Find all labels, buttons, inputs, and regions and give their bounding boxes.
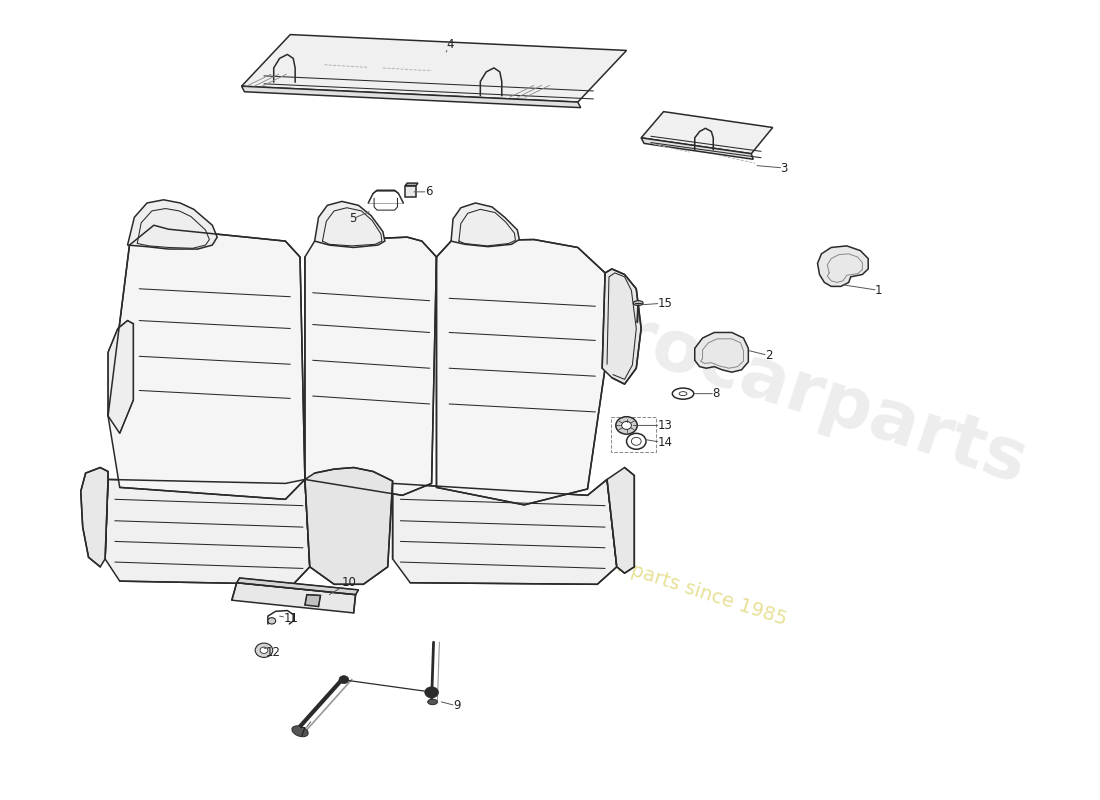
Text: a passion for parts since 1985: a passion for parts since 1985 [503,520,789,630]
Polygon shape [393,479,617,584]
Polygon shape [80,467,108,567]
Polygon shape [305,594,320,606]
Circle shape [260,647,268,654]
Polygon shape [405,183,418,186]
Circle shape [425,686,439,698]
Text: eurocarparts: eurocarparts [514,270,1036,498]
Circle shape [621,422,631,430]
Polygon shape [602,269,641,384]
Circle shape [255,643,273,658]
Text: 11: 11 [279,612,298,625]
Circle shape [627,434,646,450]
Polygon shape [451,203,519,246]
Polygon shape [242,34,627,102]
Ellipse shape [634,301,643,306]
Circle shape [616,417,637,434]
Text: 6: 6 [414,186,432,198]
Polygon shape [232,582,355,613]
Polygon shape [236,578,359,594]
Ellipse shape [672,388,694,399]
Text: 7: 7 [299,722,311,738]
Circle shape [268,618,276,624]
Polygon shape [242,86,581,108]
Circle shape [339,676,349,684]
Ellipse shape [679,392,686,396]
Text: 8: 8 [695,387,719,400]
Text: 14: 14 [646,436,673,450]
Ellipse shape [292,726,308,737]
Text: 15: 15 [644,297,672,310]
Polygon shape [641,138,754,159]
Polygon shape [405,186,416,197]
Text: 1: 1 [843,284,882,297]
Polygon shape [641,112,772,154]
Polygon shape [128,200,217,249]
Text: 9: 9 [441,699,461,712]
Polygon shape [108,321,133,434]
Polygon shape [817,246,868,286]
Text: 5: 5 [349,212,370,226]
Polygon shape [305,467,393,584]
Text: 3: 3 [757,162,788,174]
Polygon shape [437,239,605,505]
Polygon shape [695,333,748,372]
Polygon shape [108,226,305,499]
Text: 10: 10 [329,576,356,594]
Polygon shape [106,479,310,584]
Text: 4: 4 [447,38,453,52]
Ellipse shape [428,699,438,705]
Polygon shape [607,467,635,573]
Text: 2: 2 [749,349,772,362]
Text: 12: 12 [264,646,280,659]
Polygon shape [315,202,385,247]
Text: 13: 13 [638,419,672,432]
Polygon shape [305,237,437,495]
Circle shape [631,438,641,446]
